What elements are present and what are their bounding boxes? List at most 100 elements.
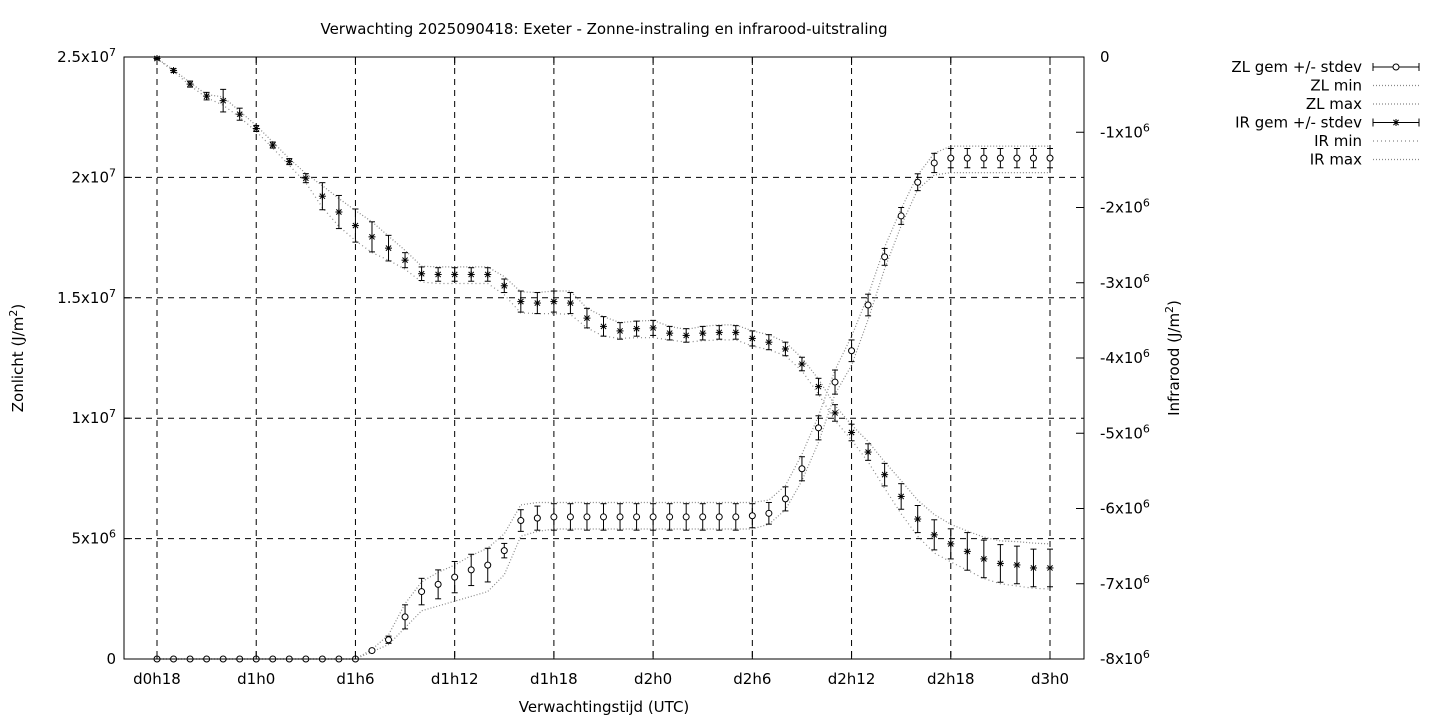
data-point-zl bbox=[500, 547, 508, 555]
data-point-ir bbox=[831, 409, 839, 417]
star-stroke bbox=[1013, 561, 1020, 568]
data-point-zl bbox=[1046, 154, 1054, 162]
data-point-ir bbox=[203, 92, 211, 100]
data-point-ir bbox=[318, 192, 326, 200]
y-tick-label-right: -7x106 bbox=[1100, 573, 1150, 593]
chart-title: Verwachting 2025090418: Exeter - Zonne-i… bbox=[320, 20, 887, 38]
data-point-zl bbox=[930, 159, 938, 167]
data-point-zl bbox=[401, 613, 409, 621]
data-point-zl bbox=[649, 513, 657, 521]
star-stroke bbox=[187, 81, 194, 88]
star-stroke bbox=[997, 560, 1004, 567]
data-point-ir bbox=[385, 244, 393, 252]
star-stroke bbox=[220, 97, 227, 104]
star-stroke bbox=[435, 271, 442, 278]
star-stroke bbox=[550, 298, 557, 305]
star-stroke bbox=[501, 282, 508, 289]
x-tick-label: d1h18 bbox=[530, 670, 578, 688]
star-stroke bbox=[484, 271, 491, 278]
data-point-zl bbox=[914, 178, 922, 186]
star-stroke bbox=[666, 330, 673, 337]
data-point-ir bbox=[418, 270, 426, 278]
star-stroke bbox=[253, 125, 260, 132]
data-point-zl bbox=[467, 566, 475, 574]
data-point-ir bbox=[682, 331, 690, 339]
star-stroke bbox=[848, 429, 855, 436]
data-point-zl bbox=[484, 561, 492, 569]
data-point-zl bbox=[600, 513, 607, 521]
y-tick-label-left: 2.5x107 bbox=[57, 46, 116, 66]
data-point-ir bbox=[666, 329, 674, 337]
star-stroke bbox=[236, 111, 243, 118]
data-point-ir bbox=[980, 555, 988, 563]
x-tick-label: d2h12 bbox=[828, 670, 876, 688]
y-axis-label-right: Infrarood (J/m2) bbox=[1163, 300, 1183, 416]
data-point-ir bbox=[616, 327, 624, 335]
axis-ticks bbox=[124, 56, 1084, 660]
data-point-zl bbox=[533, 514, 541, 522]
legend-label: IR max bbox=[1310, 151, 1362, 169]
star-stroke bbox=[567, 300, 574, 307]
data-point-ir bbox=[533, 299, 541, 307]
y-tick-label-right: -2x106 bbox=[1100, 197, 1150, 217]
data-point-ir bbox=[765, 338, 773, 346]
data-point-ir bbox=[517, 298, 525, 306]
data-point-ir bbox=[302, 174, 310, 182]
y-tick-label-right: -5x106 bbox=[1100, 422, 1150, 442]
x-tick-label: d2h0 bbox=[634, 670, 672, 688]
data-point-zl bbox=[980, 154, 988, 162]
data-point-ir bbox=[881, 471, 889, 479]
data-point-zl bbox=[583, 513, 591, 521]
star-stroke bbox=[1047, 564, 1053, 571]
x-tick-label: d3h0 bbox=[1031, 670, 1069, 688]
star-stroke bbox=[402, 257, 409, 264]
star-stroke bbox=[947, 540, 954, 547]
data-point-ir bbox=[351, 222, 359, 230]
legend-marker-circle bbox=[1392, 63, 1400, 71]
data-point-ir bbox=[649, 324, 657, 332]
data-point-ir bbox=[484, 270, 492, 278]
data-point-ir bbox=[1046, 564, 1054, 572]
data-point-ir bbox=[285, 158, 293, 166]
data-point-ir bbox=[633, 325, 641, 333]
data-point-zl bbox=[881, 253, 889, 261]
data-point-ir bbox=[600, 322, 607, 330]
star-stroke bbox=[468, 271, 475, 278]
data-point-ir bbox=[715, 328, 723, 336]
data-point-zl bbox=[1013, 154, 1021, 162]
data-point-ir bbox=[500, 282, 508, 290]
star-stroke bbox=[815, 383, 822, 390]
data-point-zl bbox=[765, 509, 773, 517]
data-point-ir bbox=[451, 270, 459, 278]
x-tick-label: d1h0 bbox=[237, 670, 275, 688]
star-stroke bbox=[964, 548, 971, 555]
data-point-ir bbox=[566, 299, 574, 307]
y-tick-label-right: -1x106 bbox=[1100, 121, 1150, 141]
star-stroke bbox=[385, 245, 392, 252]
star-stroke bbox=[534, 300, 541, 307]
y-tick-label-right: -8x106 bbox=[1100, 648, 1150, 668]
legend-label: IR min bbox=[1314, 132, 1362, 150]
series-line-ir-min bbox=[156, 58, 1051, 590]
data-point-ir bbox=[170, 67, 178, 75]
data-point-zl bbox=[947, 154, 955, 162]
data-point-zl bbox=[996, 154, 1004, 162]
data-point-zl bbox=[566, 513, 574, 521]
star-stroke bbox=[418, 270, 425, 277]
star-stroke bbox=[633, 325, 640, 332]
legend-marker-star bbox=[1393, 119, 1399, 126]
star-stroke bbox=[931, 531, 938, 538]
y-tick-label-right: -6x106 bbox=[1100, 498, 1150, 518]
data-point-ir bbox=[219, 97, 227, 105]
star-stroke bbox=[898, 493, 905, 500]
legend-label: ZL min bbox=[1310, 77, 1362, 95]
star-stroke bbox=[170, 67, 177, 74]
data-point-zl bbox=[1029, 154, 1037, 162]
data-point-ir bbox=[781, 345, 789, 353]
data-point-zl bbox=[814, 424, 822, 432]
data-point-zl bbox=[864, 301, 872, 309]
star-stroke bbox=[699, 330, 706, 337]
star-stroke bbox=[269, 142, 276, 148]
